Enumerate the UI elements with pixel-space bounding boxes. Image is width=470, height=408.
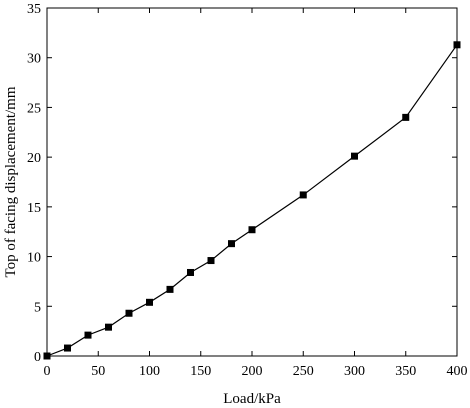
x-axis-title: Load/kPa [223,391,281,407]
x-tick-label: 400 [447,364,468,379]
data-point [207,257,215,265]
series-line [46,44,458,357]
series-layer [43,41,461,360]
data-point [64,344,71,352]
data-point [125,309,133,317]
data-point [228,240,235,248]
y-tick-label: 20 [27,151,41,166]
x-tick-label: 250 [293,364,314,379]
tick-labels-layer: 0 50 100 150 200 250 300 350 400 0 5 10 15 20 25 30 35 [27,2,468,379]
ticks-layer [46,7,458,357]
y-tick-label: 30 [27,52,41,67]
plot-frame [46,7,458,357]
y-tick-label: 25 [27,101,41,116]
x-tick-label: 350 [395,364,416,379]
x-tick-label: 50 [91,364,105,379]
x-tick-label: 150 [190,364,211,379]
data-point [351,152,358,160]
y-tick-label: 35 [27,2,41,17]
y-tick-label: 15 [27,201,41,216]
y-tick-label: 10 [27,251,41,266]
data-point [187,268,194,276]
y-tick-label: 0 [34,350,41,365]
data-point [84,331,92,339]
data-point [248,226,256,234]
y-tick-label: 5 [34,300,41,315]
data-point [105,323,112,331]
x-tick-label: 0 [44,364,51,379]
x-tick-label: 100 [139,364,160,379]
data-point [402,113,410,121]
data-point [146,298,153,306]
x-tick-label: 200 [242,364,263,379]
data-point [299,191,307,199]
y-axis-title: Top of facing displacement/mm [3,86,19,277]
data-point [166,285,174,293]
x-tick-label: 300 [344,364,365,379]
